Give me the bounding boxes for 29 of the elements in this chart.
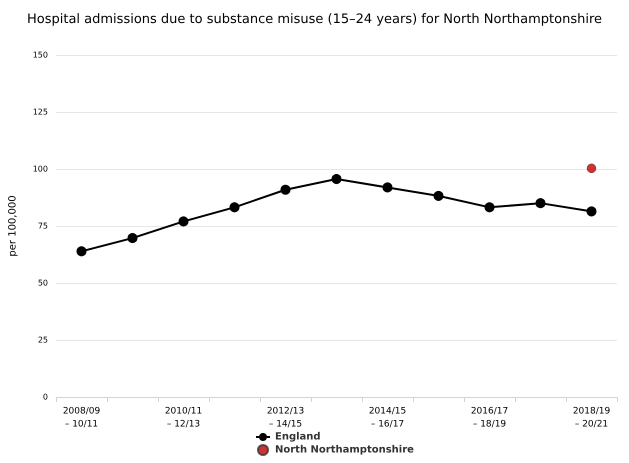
y-tick-label: 125	[32, 108, 48, 116]
legend-label: North Northamptonshire	[275, 444, 414, 456]
point	[230, 202, 240, 212]
x-tick-label: 2016/17 – 18/19	[470, 406, 508, 430]
point	[586, 206, 596, 216]
x-tick-label: 2018/19 – 20/21	[572, 406, 610, 430]
point	[280, 184, 290, 195]
y-tick-label: 50	[38, 278, 48, 288]
y-tick-label: 150	[32, 50, 48, 60]
point	[484, 202, 494, 212]
legend-label: England	[275, 432, 321, 442]
point	[178, 216, 188, 226]
y-tick-label: 25	[38, 336, 48, 344]
x-tick-label: 2012/13 – 14/15	[266, 406, 304, 430]
y-axis-title: per 100,000	[8, 195, 18, 257]
y-tick-label: 0	[42, 392, 48, 402]
point	[382, 182, 392, 192]
point	[332, 174, 342, 184]
point	[76, 246, 86, 256]
x-tick-label: 2010/11 – 12/13	[164, 406, 202, 430]
y-tick-label: 75	[38, 222, 48, 230]
point	[128, 233, 138, 244]
point	[586, 164, 596, 174]
point	[434, 190, 444, 201]
y-tick-label: 100	[32, 164, 48, 174]
chart-title: Hospital admissions due to substance misuse (15–24 years) for North Northamptonshire	[26, 12, 602, 27]
point	[536, 198, 546, 208]
x-tick-label: 2014/15 – 16/17	[368, 406, 406, 430]
x-tick-label: 2008/09 – 10/11	[62, 406, 100, 430]
